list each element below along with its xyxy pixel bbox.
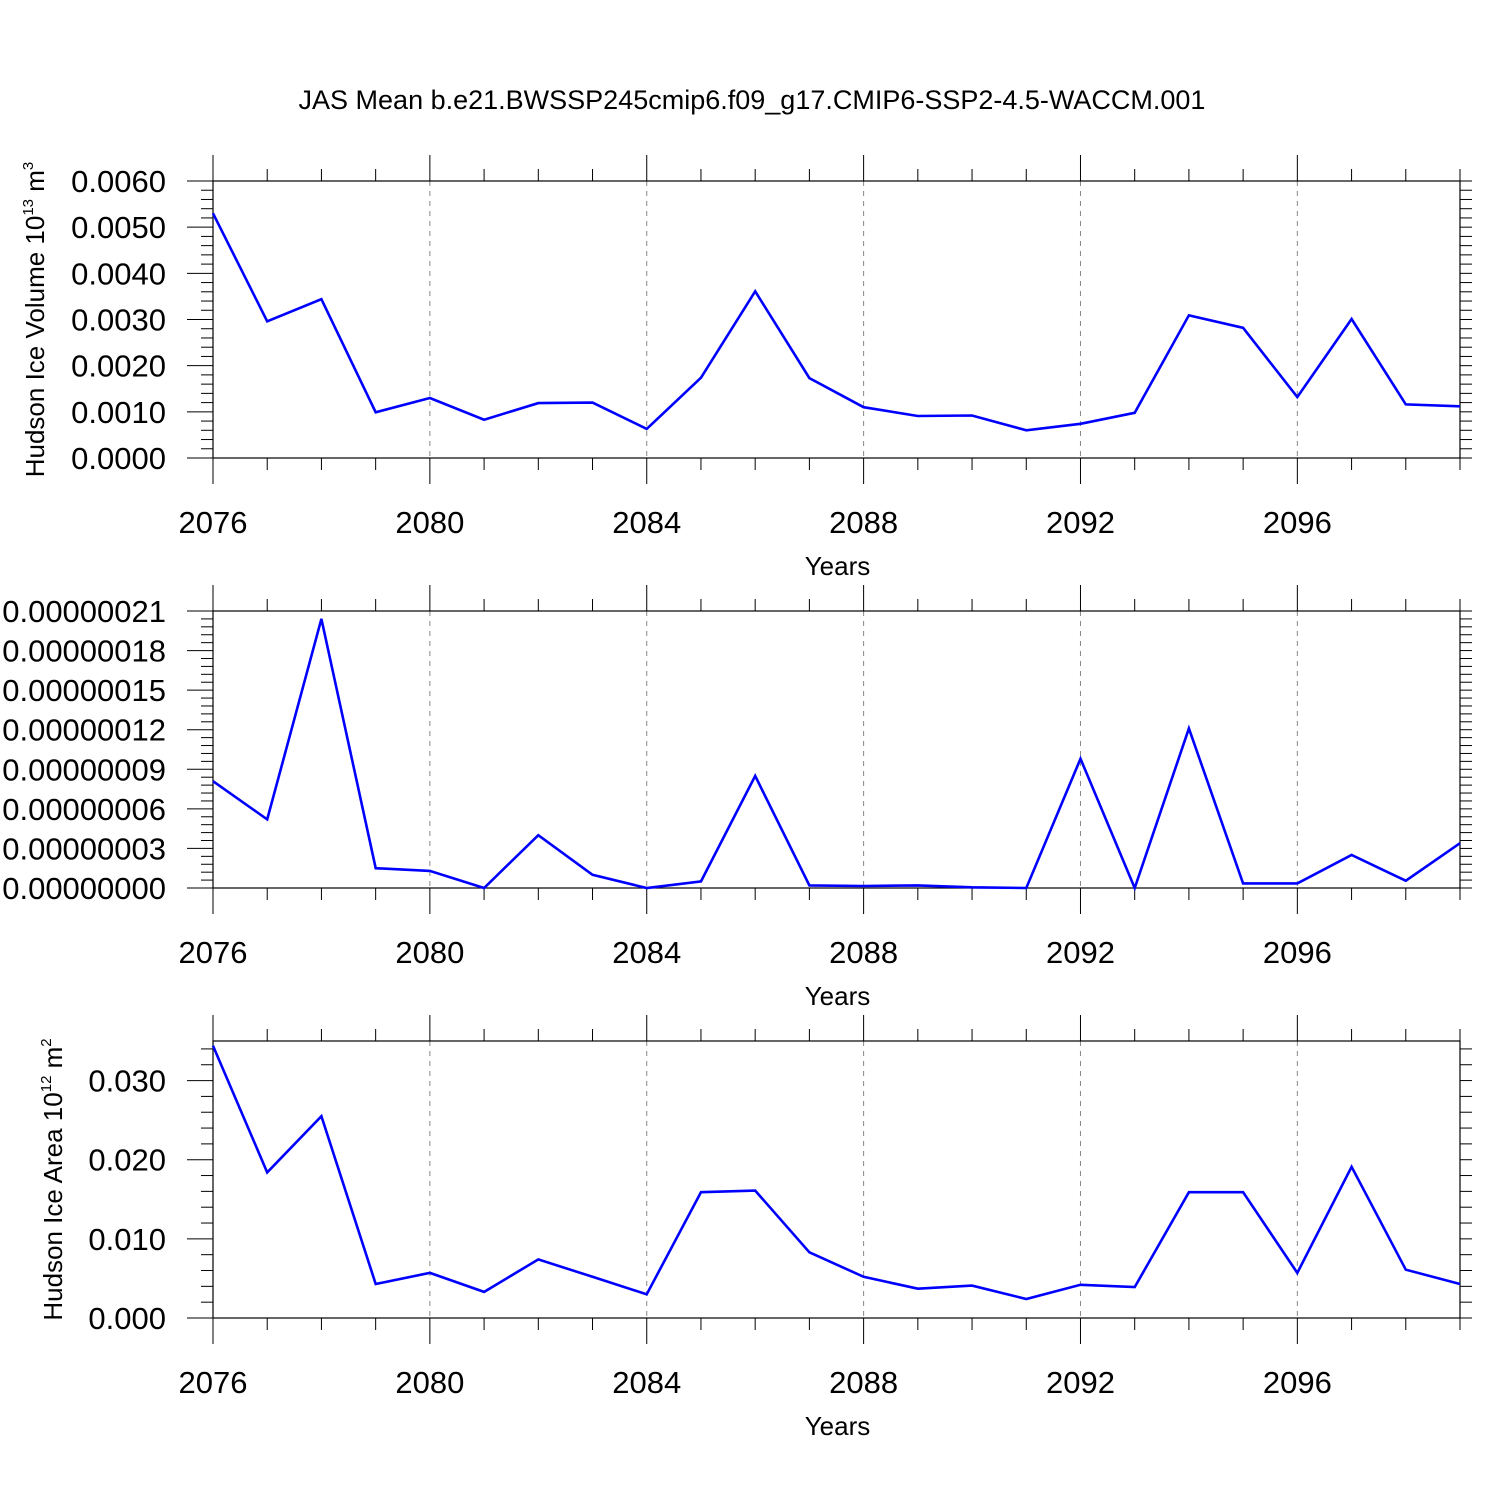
x-tick-label: 2076 (179, 935, 248, 970)
y-tick-label: 0.0030 (71, 303, 166, 338)
x-tick-label: 2080 (395, 505, 464, 540)
x-tick-label: 2080 (395, 935, 464, 970)
y-tick-label: 0.0040 (71, 256, 166, 291)
y-axis-label: Hudson Ice Area 1012 m2 (38, 1038, 68, 1320)
y-tick-label: 0.0060 (71, 164, 166, 199)
series-line (212, 618, 1461, 892)
y-axis-label-part: 3 (20, 162, 37, 170)
x-tick-label: 2096 (1263, 1365, 1332, 1400)
x-tick-label: 2092 (1046, 935, 1115, 970)
panels: 2076 2080 2084 2088 2092 2096 Years 0.0000 0.001… (2, 155, 1472, 1441)
x-tick-label: 2096 (1263, 505, 1332, 540)
y-tick-label: 0.030 (88, 1064, 166, 1099)
series-line (211, 212, 1461, 432)
y-axis-label-part: Hudson Ice Volume 10 (20, 216, 50, 478)
x-tick-label: 2084 (612, 1365, 681, 1400)
x-tick-label: 2088 (829, 1365, 898, 1400)
plot-frame (212, 610, 1461, 889)
figure-title: JAS Mean b.e21.BWSSP245cmip6.f09_g17.CMI… (299, 85, 1206, 115)
y-tick-label: 0.010 (88, 1222, 166, 1257)
y-axis-label-part: 13 (20, 199, 37, 216)
y-axis-label-part: Hudson Ice Area 10 (38, 1092, 68, 1320)
y-axis-label-part: 2 (38, 1038, 55, 1046)
y-tick-label: 0.0050 (71, 210, 166, 245)
panel-3: 2076 2080 2084 2088 2092 2096 Years 0.000 0.010 0… (38, 1015, 1472, 1441)
y-axis-label-part: m (38, 1047, 68, 1076)
x-tick-label: 2092 (1046, 505, 1115, 540)
y-axis-label: Hudson Ice Volume 1013 m3 (20, 162, 50, 478)
y-axis-label-part: m (20, 170, 50, 199)
y-tick-label: 0.00000000 (2, 871, 166, 906)
x-tick-label: 2096 (1263, 935, 1332, 970)
x-tick-label: 2088 (829, 505, 898, 540)
y-tick-label: 0.00000012 (2, 713, 166, 748)
y-tick-label: 0.00000015 (2, 673, 166, 708)
x-tick-label: 2080 (395, 1365, 464, 1400)
plot-frame (212, 1040, 1461, 1319)
x-tick-label: 2076 (179, 1365, 248, 1400)
x-tick-label: 2092 (1046, 1365, 1115, 1400)
y-tick-label: 0.000 (88, 1301, 166, 1336)
x-tick-label: 2076 (179, 505, 248, 540)
y-axis-label-part: 12 (38, 1076, 55, 1093)
y-tick-label: 0.0000 (71, 441, 166, 476)
y-tick-label: 0.00000009 (2, 752, 166, 787)
y-tick-label: 0.00000021 (2, 594, 166, 629)
x-axis-label: Years (805, 981, 871, 1011)
y-tick-label: 0.00000006 (2, 792, 166, 827)
series-line (211, 1045, 1461, 1301)
x-tick-label: 2084 (612, 505, 681, 540)
panel-2: 2076 2080 2084 2088 2092 2096 Years 0.00000000 0… (2, 585, 1472, 1011)
panel-1: 2076 2080 2084 2088 2092 2096 Years 0.0000 0.001… (20, 155, 1472, 581)
y-tick-label: 0.0010 (71, 395, 166, 430)
y-tick-label: 0.020 (88, 1143, 166, 1178)
x-axis-label: Years (805, 551, 871, 581)
x-tick-label: 2084 (612, 935, 681, 970)
x-tick-label: 2088 (829, 935, 898, 970)
y-tick-label: 0.00000018 (2, 634, 166, 669)
y-tick-label: 0.00000003 (2, 831, 166, 866)
y-tick-label: 0.0020 (71, 349, 166, 384)
x-axis-label: Years (805, 1411, 871, 1441)
